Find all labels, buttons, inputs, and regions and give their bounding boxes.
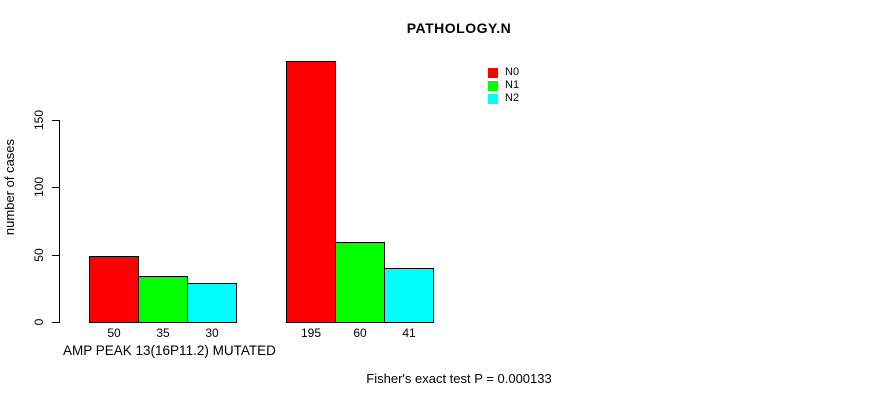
bar-n2-group2 bbox=[384, 268, 434, 323]
bar-n1-group1 bbox=[138, 276, 188, 323]
legend-swatch-n0 bbox=[488, 67, 498, 78]
legend-item-n2: N2 bbox=[488, 92, 519, 105]
bar-n0-group2 bbox=[286, 61, 336, 323]
chart-title: PATHOLOGY.N bbox=[406, 20, 512, 36]
y-tick-label: 100 bbox=[32, 176, 46, 198]
legend-item-n1: N1 bbox=[488, 79, 519, 92]
bar-n2-group1 bbox=[187, 283, 237, 323]
legend-swatch-n2 bbox=[488, 93, 498, 104]
bar-value-label: 50 bbox=[107, 326, 121, 340]
y-tick-mark bbox=[52, 322, 59, 323]
bar-value-label: 60 bbox=[353, 326, 367, 340]
legend: N0 N1 N2 bbox=[488, 66, 519, 105]
bar-n1-group2 bbox=[335, 242, 385, 323]
x-axis-label: AMP PEAK 13(16P11.2) MUTATED bbox=[63, 343, 276, 358]
legend-label: N1 bbox=[505, 79, 520, 91]
y-tick-mark bbox=[52, 187, 59, 188]
bar-value-label: 30 bbox=[205, 326, 219, 340]
y-tick-mark bbox=[52, 120, 59, 121]
bar-value-label: 35 bbox=[156, 326, 170, 340]
bar-value-label: 195 bbox=[300, 326, 322, 340]
legend-label: N0 bbox=[505, 66, 520, 78]
bar-value-label: 41 bbox=[402, 326, 416, 340]
y-tick-label: 50 bbox=[32, 248, 46, 262]
y-axis-title: number of cases bbox=[2, 138, 17, 236]
legend-label: N2 bbox=[505, 92, 520, 104]
y-axis-line bbox=[59, 120, 60, 323]
y-tick-label: 150 bbox=[32, 109, 46, 131]
bar-n0-group1 bbox=[89, 256, 139, 323]
stat-annotation: Fisher's exact test P = 0.000133 bbox=[366, 371, 552, 386]
y-tick-label: 0 bbox=[32, 318, 46, 326]
legend-swatch-n1 bbox=[488, 80, 498, 91]
y-tick-mark bbox=[52, 255, 59, 256]
legend-item-n0: N0 bbox=[488, 66, 519, 79]
